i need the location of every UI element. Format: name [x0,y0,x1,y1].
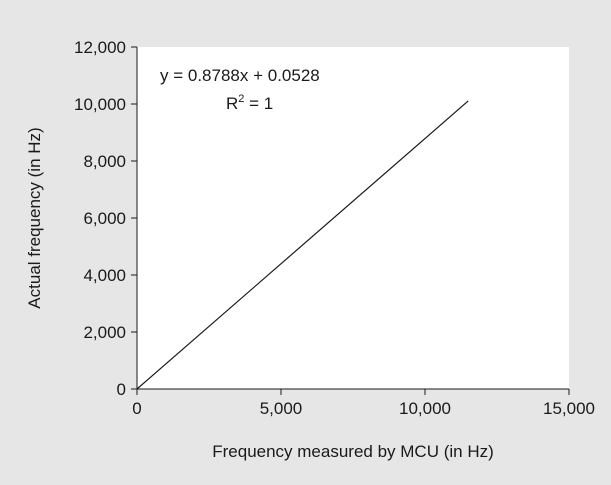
y-tick-label: 8,000 [83,152,126,171]
x-tick-label: 10,000 [399,399,451,418]
r-squared-label: R2 = 1 [226,93,273,113]
y-tick-label: 6,000 [83,209,126,228]
plot-area [137,47,569,389]
x-axis-title: Frequency measured by MCU (in Hz) [212,442,494,461]
x-axis-ticks: 0 5,000 10,000 15,000 [132,389,595,418]
x-tick-label: 15,000 [543,399,595,418]
y-tick-label: 0 [117,380,126,399]
x-tick-label: 5,000 [260,399,303,418]
y-tick-label: 4,000 [83,266,126,285]
series-line [136,100,469,390]
r-squared-suffix: = 1 [244,94,273,113]
series-layer [136,100,469,390]
r-squared-exponent: 2 [238,93,244,105]
y-tick-label: 12,000 [74,38,126,57]
y-axis-ticks: 0 2,000 4,000 6,000 8,000 10,000 12,000 [74,38,137,399]
r-squared-prefix: R [226,94,238,113]
regression-equation: y = 0.8788x + 0.0528 [160,66,320,85]
y-axis-title: Actual frequency (in Hz) [25,127,44,308]
x-tick-label: 0 [132,399,141,418]
y-tick-label: 2,000 [83,323,126,342]
y-tick-label: 10,000 [74,95,126,114]
